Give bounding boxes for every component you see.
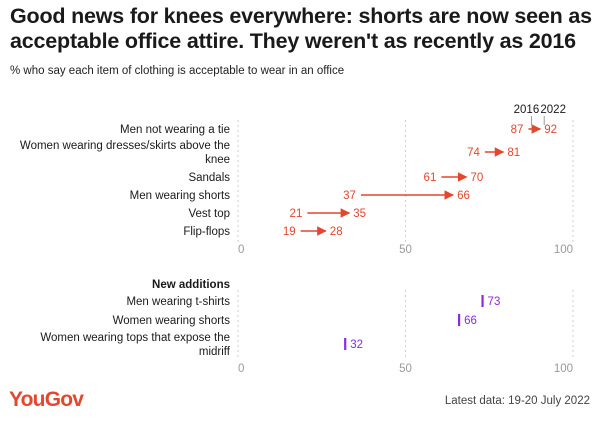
category-label: Women wearing tops that expose the (40, 332, 230, 344)
x-tick-label: 0 (238, 244, 244, 256)
value-label: 66 (464, 315, 477, 327)
x-tick-label: 0 (238, 363, 244, 375)
category-label: knee (205, 154, 230, 166)
new-additions-panel: 0 50 100 New additions Men wearing t-shirts 7… (40, 279, 574, 375)
x-tick-label: 50 (399, 363, 412, 375)
value-label-2016: 87 (511, 124, 524, 136)
changes-panel: 0 50 100 2016 2022 Men not wearing a tie 87 92 W… (20, 104, 574, 256)
chart-subtitle: % who say each item of clothing is accep… (10, 65, 345, 77)
category-label: Flip-flops (183, 226, 230, 238)
category-label: Men not wearing a tie (120, 124, 230, 136)
section-title: New additions (152, 279, 230, 291)
value-label-2016: 37 (343, 190, 356, 202)
value-label-2016: 19 (283, 226, 296, 238)
legend-2022: 2022 (540, 104, 566, 116)
value-label-2022: 35 (353, 208, 366, 220)
chart-canvas: 0 50 100 2016 2022 Men not wearing a tie 87 92 W… (20, 104, 574, 375)
category-label: Women wearing dresses/skirts above the (20, 140, 230, 152)
value-label-2016: 21 (290, 208, 303, 220)
x-tick-label: 100 (554, 363, 573, 375)
category-label: midriff (199, 346, 231, 358)
category-label: Vest top (188, 208, 230, 220)
value-label-2016: 74 (467, 147, 480, 159)
chart-title: Good news for knees everywhere: shorts a… (10, 4, 592, 53)
value-label: 32 (350, 339, 363, 351)
category-label: Sandals (188, 172, 230, 184)
value-label-2022: 70 (471, 172, 484, 184)
legend-2016: 2016 (514, 104, 540, 116)
value-label-2022: 28 (330, 226, 343, 238)
latest-data-note: Latest data: 19-20 July 2022 (444, 395, 590, 407)
value-label-2022: 92 (544, 124, 557, 136)
yougov-logo: YouGov (9, 388, 84, 411)
x-tick-label: 100 (554, 244, 573, 256)
value-label: 73 (488, 296, 501, 308)
x-tick-label: 50 (399, 244, 412, 256)
category-label: Men wearing shorts (130, 190, 231, 202)
value-label-2022: 66 (457, 190, 470, 202)
value-label-2022: 81 (507, 147, 520, 159)
value-label-2016: 61 (424, 172, 437, 184)
category-label: Women wearing shorts (113, 315, 231, 327)
category-label: Men wearing t-shirts (126, 296, 230, 308)
